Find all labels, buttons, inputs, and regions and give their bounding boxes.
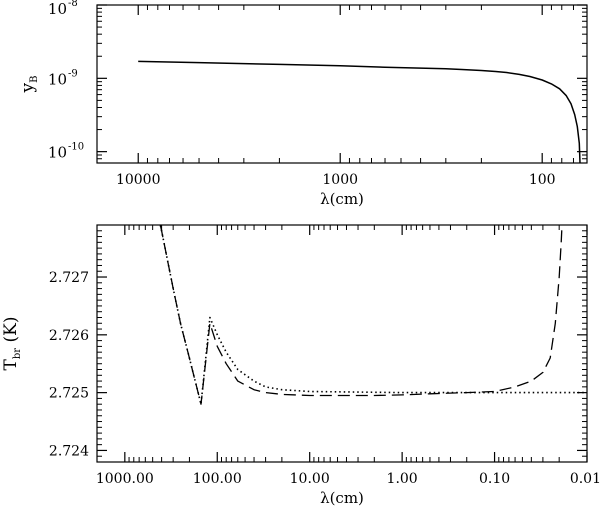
plot-frame	[96, 4, 588, 164]
y-tick-exponent: -9	[68, 68, 78, 79]
y-tick-base: 10	[48, 0, 67, 18]
x-tick-label: 0.10	[479, 471, 510, 487]
series-line-dotted	[159, 225, 587, 406]
x-tick-label: 10000	[116, 172, 161, 188]
y-axis-label-sub: B	[29, 76, 40, 83]
y-tick-label: 2.727	[49, 270, 89, 286]
x-tick-label: 10.00	[290, 471, 330, 487]
y-axis-label-unit: (K)	[1, 317, 21, 348]
x-tick-label: 100	[529, 172, 556, 188]
y-axis-label-main: T	[1, 358, 21, 370]
y-tick-label: 2.726	[49, 328, 89, 344]
y-tick-exponent: -10	[68, 142, 84, 153]
x-axis-label: λ(cm)	[320, 489, 364, 507]
y-axis-label: yB	[18, 76, 40, 94]
y-tick-base: 10	[48, 70, 67, 88]
x-axis-label: λ(cm)	[320, 190, 364, 208]
y-axis-label-main: y	[18, 82, 38, 93]
x-tick-label: 1000	[322, 172, 358, 188]
x-tick-label: 1000.00	[96, 471, 154, 487]
y-tick-label: 2.725	[49, 386, 89, 402]
y-axis-label: Tbr (K)	[1, 317, 23, 371]
x-tick-label: 1.00	[387, 471, 418, 487]
y-axis-label-sub: br	[12, 348, 23, 359]
x-tick-label: 100.00	[193, 471, 242, 487]
y-tick-base: 10	[48, 144, 67, 162]
y-tick-label: 2.724	[49, 443, 89, 459]
series-line-dashed	[159, 225, 563, 405]
y-tick-label: 10	[48, 70, 67, 88]
y-tick-label: 10	[48, 0, 67, 18]
y-tick-exponent: -8	[68, 0, 78, 9]
plot-frame	[96, 224, 588, 463]
series-line-solid	[138, 60, 581, 163]
x-tick-label: 0.01	[570, 471, 601, 487]
y-tick-label: 10	[48, 144, 67, 162]
